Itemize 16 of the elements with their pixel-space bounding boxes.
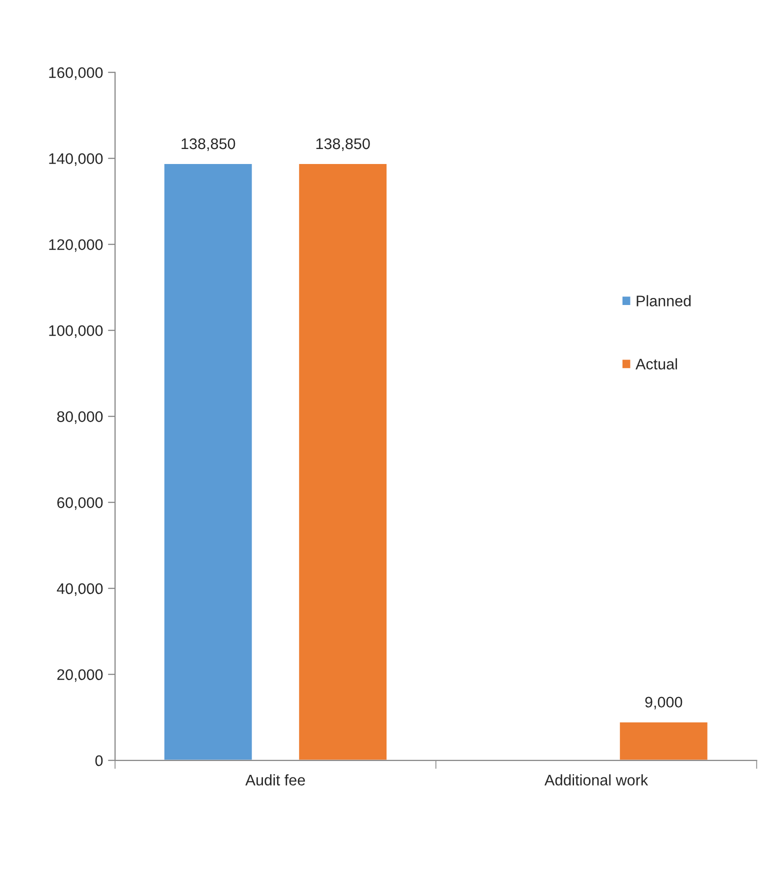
y-tick-label: 100,000: [49, 325, 103, 338]
y-tick-label: 120,000: [49, 239, 103, 252]
y-tick-label: 20,000: [57, 669, 103, 682]
x-tick-label: Additional work: [544, 774, 648, 786]
y-tick-label: 40,000: [56, 583, 103, 596]
y-tick-label: 80,000: [57, 411, 103, 424]
data-label: 9,000: [645, 696, 682, 710]
y-tick-label: 0: [95, 755, 103, 766]
y-tick-label: 140,000: [49, 153, 103, 166]
y-tick-label: 160,000: [49, 67, 103, 80]
legend-label: Planned: [636, 295, 691, 306]
data-label: 138,850: [316, 138, 370, 151]
x-tick-label: Audit fee: [245, 774, 305, 786]
y-tick-label: 60,000: [57, 497, 103, 510]
legend-label: Actual: [636, 358, 677, 370]
data-label: 138,850: [182, 138, 236, 151]
